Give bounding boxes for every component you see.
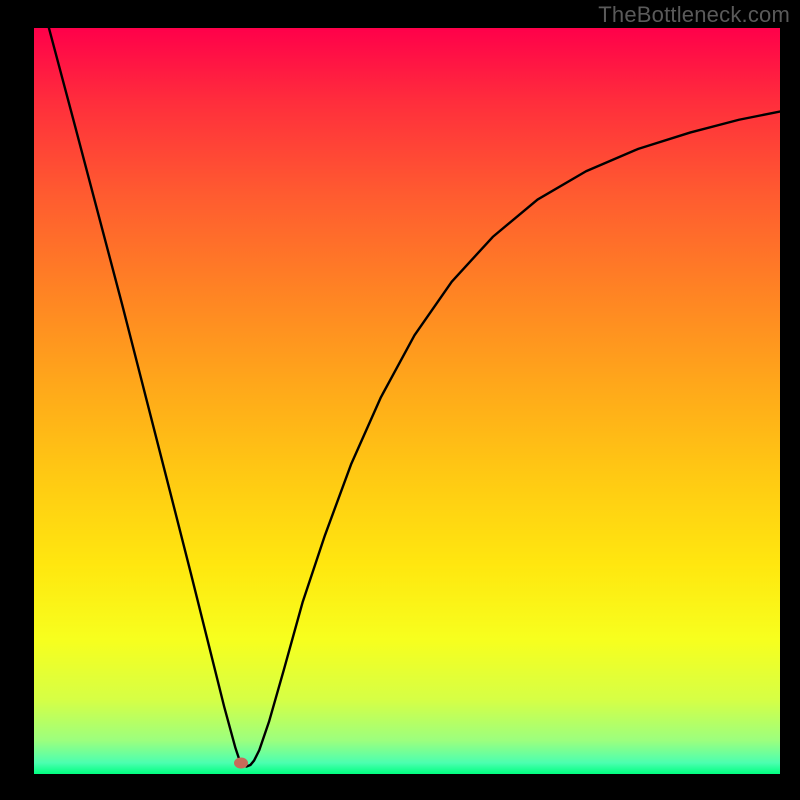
watermark-text: TheBottleneck.com <box>598 2 790 28</box>
curve-svg <box>34 28 780 774</box>
chart-frame: TheBottleneck.com <box>0 0 800 800</box>
plot-area <box>34 28 780 774</box>
bottleneck-curve <box>49 28 780 767</box>
minimum-marker <box>234 757 248 768</box>
